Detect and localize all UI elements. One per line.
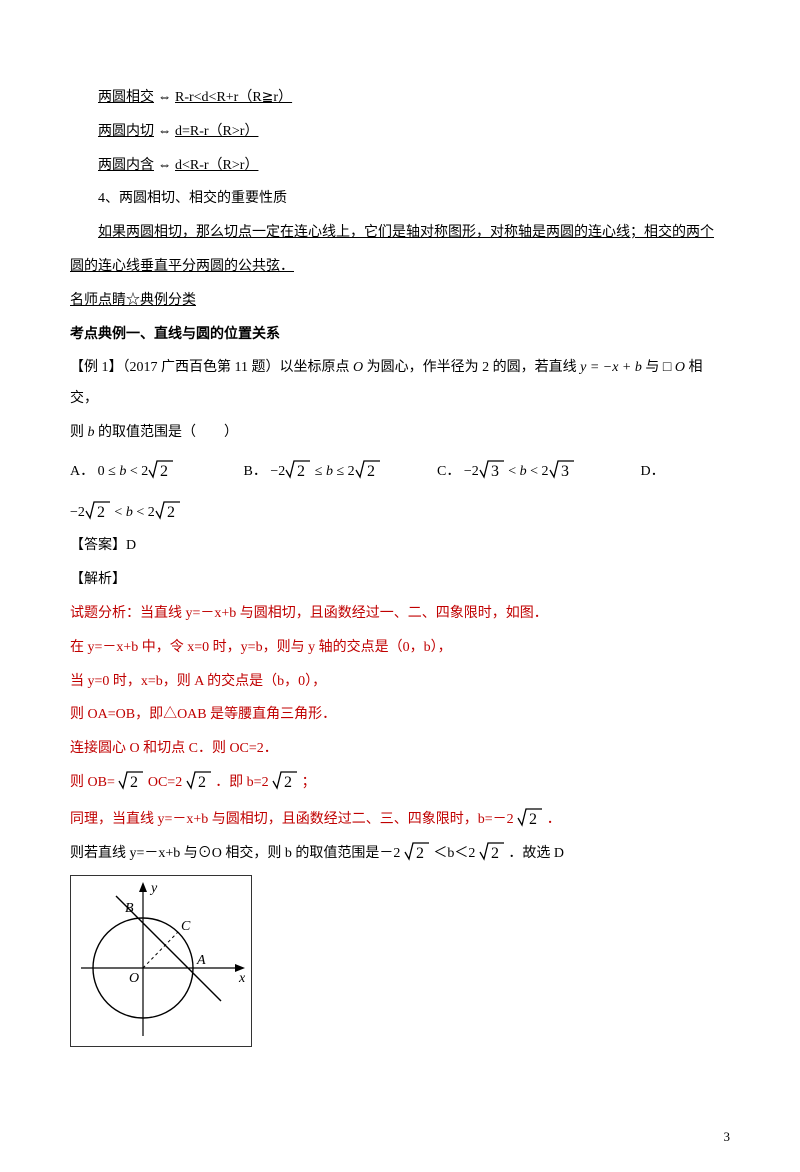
page-number: 3 bbox=[724, 1123, 731, 1152]
section-nav: 名师点睛☆典例分类 bbox=[70, 286, 730, 317]
svg-text:2: 2 bbox=[416, 845, 424, 861]
svg-text:2: 2 bbox=[297, 463, 305, 479]
svg-text:3: 3 bbox=[491, 463, 499, 479]
iff-symbol: ⇔ bbox=[158, 90, 172, 105]
svg-text:2: 2 bbox=[160, 463, 168, 479]
explain-title: 【解析】 bbox=[70, 565, 730, 596]
section-heading: 考点典例一、直线与圆的位置关系 bbox=[70, 320, 730, 351]
iff-symbol: ⇔ bbox=[158, 158, 172, 173]
svg-text:2: 2 bbox=[491, 845, 499, 861]
rule-text: 两圆内含 bbox=[98, 158, 154, 173]
svg-text:2: 2 bbox=[529, 811, 537, 827]
svg-text:2: 2 bbox=[284, 774, 292, 790]
choice-d-label: D． bbox=[641, 464, 665, 479]
property-title: 4、两圆相切、相交的重要性质 bbox=[70, 184, 730, 215]
svg-text:x: x bbox=[238, 971, 246, 986]
answer-line: 【答案】D bbox=[70, 531, 730, 562]
property-body-line2: 圆的连心线垂直平分两圆的公共弦． bbox=[70, 252, 730, 283]
rule-intersect: 两圆相交 ⇔ R-r<d<R+r（R≧r） bbox=[70, 83, 730, 114]
svg-text:2: 2 bbox=[167, 504, 175, 520]
solution-line: 试题分析：当直线 y=－x+b 与圆相切，且函数经过一、二、四象限时，如图． bbox=[70, 599, 730, 630]
example-statement-line2: 则 b 的取值范围是（ ） bbox=[70, 418, 730, 449]
circle-line-diagram: y x O A B C bbox=[70, 875, 252, 1047]
svg-text:B: B bbox=[125, 901, 134, 916]
solution-line-math: 同理，当直线 y=－x+b 与圆相切，且函数经过二、三、四象限时，b=－2 2 … bbox=[70, 805, 730, 836]
choice-a: A． 0 ≤ b < 22 bbox=[70, 457, 240, 488]
svg-text:2: 2 bbox=[198, 774, 206, 790]
rule-cond: R-r<d<R+r（R≧r） bbox=[175, 90, 292, 105]
rule-contain: 两圆内含 ⇔ d<R-r（R>r） bbox=[70, 151, 730, 182]
rule-cond: d<R-r（R>r） bbox=[175, 158, 258, 173]
svg-text:3: 3 bbox=[561, 463, 569, 479]
solution-line: 当 y=0 时，x=b，则 A 的交点是（b，0）， bbox=[70, 667, 730, 698]
svg-text:2: 2 bbox=[130, 774, 138, 790]
rule-text: 两圆相交 bbox=[98, 90, 154, 105]
choices-row: A． 0 ≤ b < 22 B． −22 ≤ b ≤ 22 C． −23 < b… bbox=[70, 457, 730, 488]
svg-text:y: y bbox=[149, 881, 158, 896]
solution-line: 连接圆心 O 和切点 C．则 OC=2． bbox=[70, 734, 730, 765]
svg-text:O: O bbox=[129, 971, 139, 986]
property-body-line1: 如果两圆相切，那么切点一定在连心线上，它们是轴对称图形，对称轴是两圆的连心线；相… bbox=[70, 218, 730, 249]
iff-symbol: ⇔ bbox=[158, 124, 172, 139]
solution-line: 则 OA=OB，即△OAB 是等腰直角三角形． bbox=[70, 700, 730, 731]
choice-b: B． −22 ≤ b ≤ 22 bbox=[244, 457, 434, 488]
choice-d: −22 < b < 22 bbox=[70, 498, 730, 529]
svg-text:2: 2 bbox=[97, 504, 105, 520]
example-statement: 【例 1】（2017 广西百色第 11 题）以坐标原点 O 为圆心，作半径为 2… bbox=[70, 353, 730, 415]
equation: y = −x + b bbox=[580, 360, 645, 375]
svg-text:2: 2 bbox=[367, 463, 375, 479]
conclusion: 则若直线 y=－x+b 与⊙O 相交，则 b 的取值范围是－2 2 ＜b＜2 2… bbox=[70, 839, 730, 870]
choice-c: C． −23 < b < 23 bbox=[437, 457, 637, 488]
rule-text: 两圆内切 bbox=[98, 124, 154, 139]
rule-internal-tangent: 两圆内切 ⇔ d=R-r（R>r） bbox=[70, 117, 730, 148]
svg-text:C: C bbox=[181, 919, 191, 934]
rule-cond: d=R-r（R>r） bbox=[175, 124, 258, 139]
svg-text:A: A bbox=[196, 953, 206, 968]
solution-line: 在 y=－x+b 中，令 x=0 时，y=b，则与 y 轴的交点是（0，b）， bbox=[70, 633, 730, 664]
solution-line-math: 则 OB= 2 OC=2 2 ．即 b=2 2 ； bbox=[70, 768, 730, 799]
